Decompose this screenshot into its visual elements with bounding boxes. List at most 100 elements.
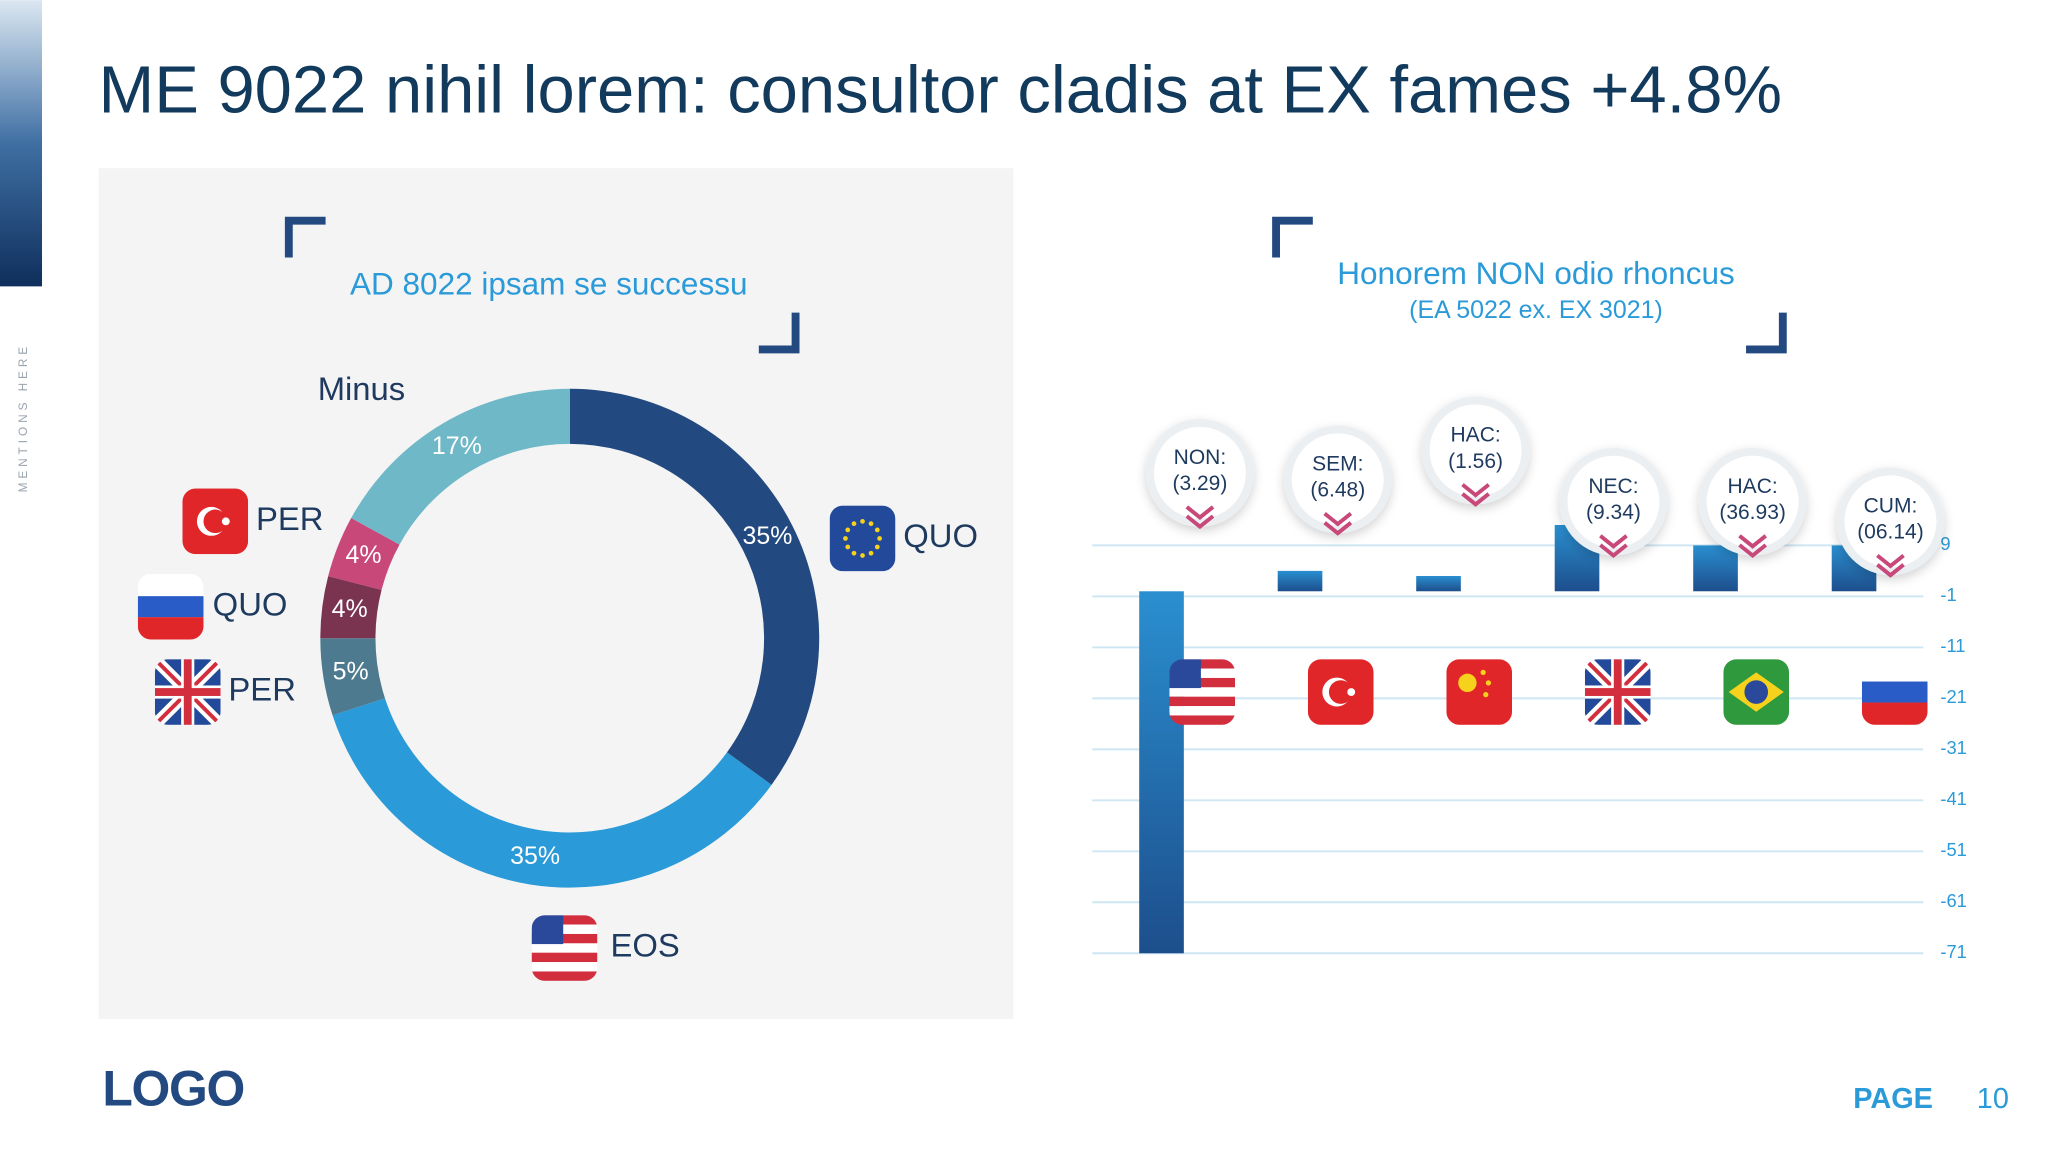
callout-name: SEM: — [1312, 452, 1363, 475]
flag-part — [860, 553, 865, 558]
legend-label: EOS — [610, 927, 679, 964]
y-tick-label: -21 — [1940, 686, 1967, 707]
flag-part — [877, 536, 882, 541]
value-label: 35% — [742, 522, 792, 550]
callout-value: (6.48) — [1310, 479, 1365, 502]
callout-name: NON: — [1174, 446, 1227, 469]
value-label: 4% — [345, 541, 381, 569]
flag-part — [1328, 680, 1353, 704]
bar — [1693, 545, 1738, 592]
flag-part — [531, 924, 598, 934]
flag-icon — [1861, 659, 1928, 725]
flag-part — [137, 617, 204, 640]
callout-bubble — [1421, 396, 1530, 505]
callout-bubble — [1559, 447, 1668, 556]
flag-part — [845, 544, 851, 550]
legend-label: Minus — [318, 370, 406, 407]
chart-title: Honorem NON odio rhoncus — [1337, 255, 1734, 291]
chevron — [1599, 534, 1628, 559]
bracket — [758, 312, 800, 354]
flag-icon — [154, 659, 221, 725]
flag-icon — [182, 488, 249, 555]
callout-name: HAC: — [1728, 475, 1778, 498]
flag-part — [1169, 696, 1236, 707]
flag-part — [203, 509, 228, 534]
callout-bubble — [1698, 447, 1807, 556]
flag-part — [874, 544, 880, 550]
flag-icon — [1723, 659, 1790, 725]
chart-title: AD 8022 ipsam se successu — [350, 266, 747, 302]
bracket — [1272, 216, 1313, 258]
y-tick-label: -31 — [1940, 737, 1967, 758]
chevron — [1461, 483, 1490, 507]
chevron — [1738, 534, 1767, 559]
bar — [1277, 570, 1323, 592]
donut-segment — [320, 576, 382, 639]
donut-segment — [569, 388, 820, 785]
flag-part — [1744, 680, 1769, 704]
logo: LOGO — [102, 1061, 244, 1117]
legend-label: QUO — [903, 517, 978, 554]
flag-part — [1446, 659, 1513, 725]
flag-part — [1169, 687, 1236, 697]
flag-part — [1347, 688, 1356, 696]
chart-subtitle: (EA 5022 ex. EX 3021) — [1409, 296, 1663, 324]
flag-part — [137, 596, 204, 618]
flag-part — [1485, 680, 1492, 686]
flag-icon — [1584, 659, 1651, 725]
donut-segment — [351, 388, 571, 546]
flag-part — [860, 518, 865, 524]
legend-label: QUO — [213, 585, 288, 622]
donut-segment — [332, 697, 772, 888]
slide-title: ME 9022 nihil lorem: consultor cladis at… — [98, 52, 1782, 127]
chevron — [1185, 505, 1215, 530]
legend-label: PER — [228, 671, 295, 708]
donut-segment — [328, 518, 400, 591]
flag-part — [851, 550, 857, 556]
flag-part — [1480, 669, 1486, 675]
flag-part — [874, 527, 880, 533]
flag-icon — [531, 915, 598, 981]
flag-part — [1169, 668, 1236, 678]
flag-icon — [1446, 659, 1513, 725]
flag-part — [868, 521, 874, 527]
flag-part — [531, 971, 598, 981]
bar — [1139, 591, 1184, 954]
flag-part — [1483, 692, 1489, 698]
flag-part — [1169, 677, 1236, 688]
flag-part — [137, 573, 204, 597]
flag-part — [1169, 715, 1236, 725]
flag-part — [829, 505, 896, 572]
bar — [1416, 575, 1461, 592]
callout-bubble — [1283, 425, 1392, 534]
bracket — [284, 216, 326, 258]
callout-value: (3.29) — [1172, 472, 1227, 495]
flag-part — [1169, 706, 1236, 716]
y-tick-label: -11 — [1940, 635, 1965, 656]
chevron — [1876, 553, 1905, 578]
flag-part — [154, 688, 221, 696]
flag-part — [868, 550, 874, 556]
value-label: 4% — [332, 595, 368, 623]
flag-part — [531, 943, 598, 953]
flag-part — [845, 527, 851, 533]
flag-icon — [137, 573, 204, 640]
flag-part — [1458, 673, 1477, 693]
y-tick-label: -51 — [1940, 839, 1967, 860]
flag-part — [1861, 659, 1928, 682]
flag-part — [531, 962, 598, 972]
y-tick-label: 9 — [1940, 533, 1950, 554]
callout-value: (1.56) — [1448, 450, 1503, 473]
y-tick-label: -41 — [1940, 788, 1967, 809]
flag-part — [1169, 659, 1236, 669]
flag-part — [1169, 659, 1201, 689]
flag-part — [531, 933, 598, 944]
callout-bubble — [1146, 418, 1254, 527]
flag-icon — [829, 505, 896, 572]
value-label: 35% — [510, 842, 560, 870]
side-decoration — [0, 0, 43, 287]
callout-value: (36.93) — [1719, 501, 1786, 524]
flag-icon — [1169, 659, 1236, 725]
